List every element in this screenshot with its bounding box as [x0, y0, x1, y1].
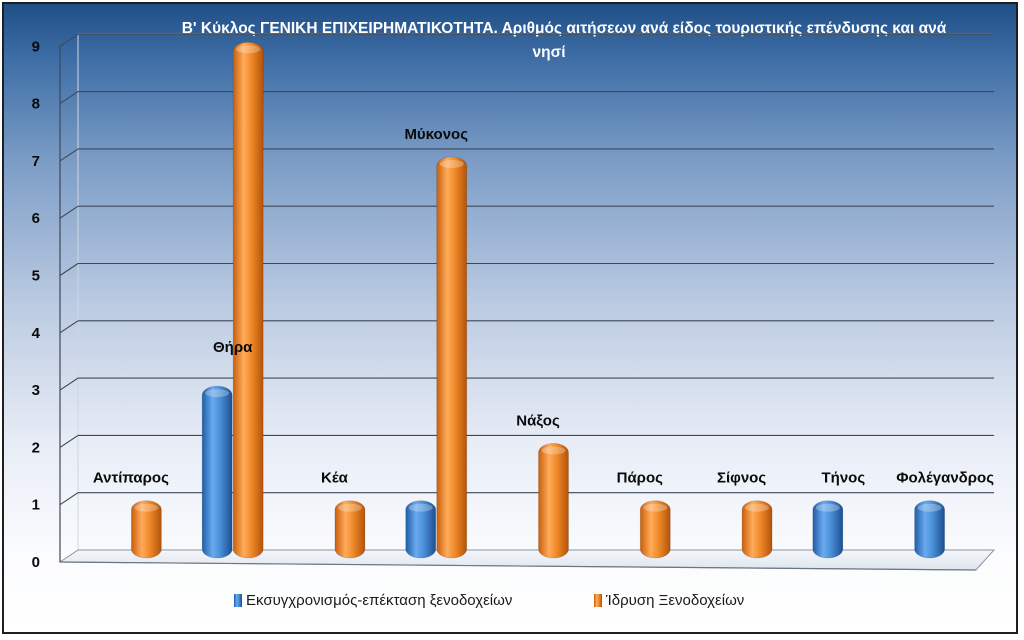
bar-highlight	[917, 503, 942, 512]
bar-body	[639, 500, 671, 559]
category-labels: Αντίπαρος Θήρα Κέα Μύκονος Νάξος Πάρος Σίφνος Τ…	[93, 126, 994, 487]
bar-body	[334, 500, 366, 559]
gridline-wall	[59, 148, 79, 162]
category-label: Θήρα	[213, 339, 253, 356]
bar-highlight	[236, 45, 261, 54]
bar-body	[130, 500, 162, 559]
bar-new-hotels	[639, 500, 671, 559]
y-tick-label: 8	[32, 96, 40, 113]
y-tick-label: 0	[32, 554, 40, 571]
bar-new-hotels	[334, 500, 366, 559]
category-label: Νάξος	[516, 412, 560, 429]
bar-highlight	[205, 389, 230, 398]
y-tick-label: 1	[32, 497, 40, 514]
chart-frame: Β' Κύκλος ΓΕΝΙΚΗ ΕΠΙΧΕΙΡΗΜΑΤΙΚΟΤΗΤΑ. Αρι…	[2, 2, 1018, 634]
bar-body	[232, 41, 264, 559]
bar-new-hotels	[538, 442, 569, 559]
y-tick-label: 3	[32, 382, 40, 399]
gridline-wall	[59, 492, 79, 506]
gridline-wall	[59, 205, 79, 219]
legend-label: Εκσυγχρονισμός-επέκταση ξενοδοχείων	[246, 592, 512, 609]
y-tick-label: 9	[32, 38, 40, 55]
y-tick-label: 6	[32, 210, 40, 227]
legend: Εκσυγχρονισμός-επέκταση ξενοδοχείων Ίδρυσ…	[234, 592, 744, 609]
chart-floor	[58, 549, 996, 571]
category-label: Κέα	[321, 470, 349, 487]
chart-title-line-1: Β' Κύκλος ΓΕΝΙΚΗ ΕΠΙΧΕΙΡΗΜΑΤΙΚΟΤΗΤΑ. Αρι…	[182, 20, 947, 37]
bar-new-hotels	[436, 156, 468, 559]
bar-new-hotels	[232, 41, 264, 559]
bar-highlight	[439, 159, 464, 168]
bar-highlight	[408, 503, 433, 512]
bar-highlight	[541, 446, 566, 455]
bars	[130, 41, 946, 559]
category-label: Αντίπαρος	[93, 470, 169, 487]
gridline-wall	[59, 263, 79, 276]
bar-modernization	[914, 500, 946, 559]
y-tick-label: 4	[32, 325, 41, 342]
y-tick-label: 7	[32, 153, 40, 170]
gridline-wall	[59, 377, 79, 391]
gridline-wall	[59, 33, 79, 47]
legend-label: Ίδρυση Ξενοδοχείων	[605, 592, 744, 609]
bar-body	[201, 385, 233, 559]
bar-body	[538, 442, 569, 559]
plot-area: 0 1 2 3 4 5 6 7 8 9	[32, 33, 996, 571]
gridline-wall	[59, 434, 79, 448]
bar-new-hotels	[741, 500, 773, 559]
bar-highlight	[337, 503, 362, 512]
bar-body	[405, 500, 437, 559]
bar-body	[741, 500, 773, 559]
category-label: Πάρος	[617, 470, 663, 487]
bar-highlight	[745, 503, 770, 512]
floor-front-edge	[59, 561, 977, 571]
legend-item: Εκσυγχρονισμός-επέκταση ξενοδοχείων	[234, 592, 512, 609]
bar-modernization	[201, 385, 233, 559]
legend-swatch	[594, 594, 602, 607]
category-label: Μύκονος	[404, 126, 468, 143]
legend-swatch	[234, 594, 242, 607]
chart-title: Β' Κύκλος ΓΕΝΙΚΗ ΕΠΙΧΕΙΡΗΜΑΤΙΚΟΤΗΤΑ. Αρι…	[182, 20, 947, 61]
category-label: Σίφνος	[717, 470, 766, 487]
y-tick-label: 5	[32, 268, 40, 285]
bar-highlight	[643, 503, 668, 512]
bar-highlight	[815, 503, 840, 512]
bar-new-hotels	[130, 500, 162, 559]
category-label: Φολέγανδρος	[896, 470, 994, 487]
chart-title-line-2: νησί	[533, 44, 566, 61]
gridline-wall	[59, 91, 79, 105]
bar-modernization	[812, 500, 844, 559]
legend-item: Ίδρυση Ξενοδοχείων	[594, 592, 744, 609]
bar-body	[436, 156, 468, 559]
bar-body	[812, 500, 844, 559]
y-tick-label: 2	[32, 439, 40, 456]
gridline-wall	[59, 320, 79, 334]
bar-body	[914, 500, 946, 559]
category-label: Τήνος	[822, 470, 866, 487]
bar-highlight	[134, 503, 159, 512]
bar-modernization	[405, 500, 437, 559]
bar-chart: Β' Κύκλος ΓΕΝΙΚΗ ΕΠΙΧΕΙΡΗΜΑΤΙΚΟΤΗΤΑ. Αρι…	[32, 20, 996, 609]
